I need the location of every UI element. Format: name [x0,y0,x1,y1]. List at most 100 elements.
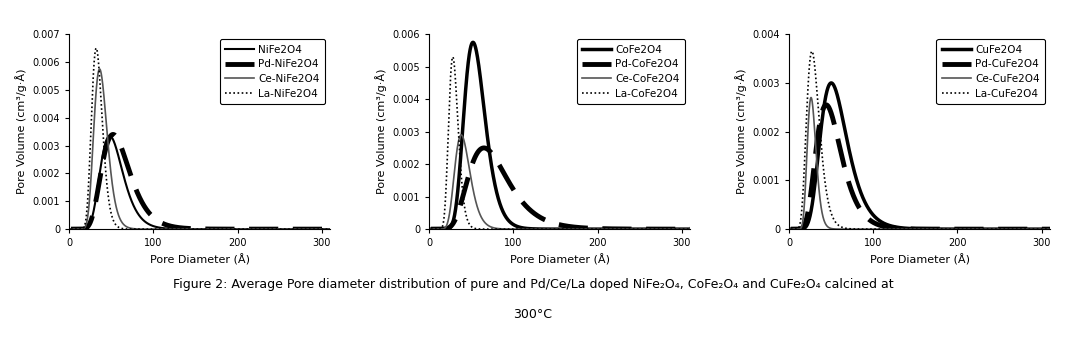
CuFe2O4 [884,224,897,228]
La-CoFe2O4 [679,227,692,231]
La-CoFe2O4 [454,165,467,169]
NiFe2O4 [324,227,337,231]
La-CoFe2O4 [447,55,459,59]
X-axis label: Pore Diameter (Å): Pore Diameter (Å) [149,254,249,265]
Pd-CuFe2O4 [1044,227,1056,231]
Text: Figure 2: Average Pore diameter distribution of pure and Pd/Ce/La doped NiFe₂O₄,: Figure 2: Average Pore diameter distribu… [173,278,893,291]
CoFe2O4 [467,40,480,44]
Pd-CoFe2O4 [650,227,663,231]
X-axis label: Pore Diameter (Å): Pore Diameter (Å) [510,254,610,265]
Pd-CoFe2O4 [535,216,548,220]
CoFe2O4 [650,227,663,231]
CoFe2O4 [679,227,692,231]
Pd-CuFe2O4 [814,117,827,121]
Ce-CoFe2O4 [454,133,467,137]
La-CuFe2O4 [895,227,908,231]
La-CuFe2O4 [1038,227,1051,231]
Line: Pd-CuFe2O4: Pd-CuFe2O4 [791,105,1050,229]
La-CoFe2O4 [469,227,482,231]
CuFe2O4 [825,81,838,85]
Pd-CuFe2O4 [1038,227,1051,231]
Ce-NiFe2O4 [94,69,107,73]
CuFe2O4 [829,89,842,93]
La-CuFe2O4 [1011,227,1023,231]
CoFe2O4 [454,157,467,161]
Text: 300°C: 300°C [514,308,552,321]
Y-axis label: Pore Volume (cm³/g·Å): Pore Volume (cm³/g·Å) [375,69,387,194]
La-NiFe2O4 [90,46,102,50]
CoFe2O4 [683,227,696,231]
Line: Pd-CoFe2O4: Pd-CoFe2O4 [431,148,690,229]
La-NiFe2O4 [110,223,123,227]
Pd-CoFe2O4 [454,203,467,207]
Pd-NiFe2O4 [110,134,123,139]
Line: Ce-CoFe2O4: Ce-CoFe2O4 [431,135,690,229]
La-CuFe2O4 [814,135,827,139]
Line: CuFe2O4: CuFe2O4 [791,83,1050,229]
Pd-NiFe2O4 [319,227,332,231]
NiFe2O4 [291,227,304,231]
La-NiFe2O4 [324,227,337,231]
Pd-CoFe2O4 [424,227,437,231]
Line: CoFe2O4: CoFe2O4 [431,42,690,229]
Pd-CuFe2O4 [884,225,897,229]
Ce-NiFe2O4 [164,227,177,231]
Ce-CuFe2O4 [805,95,818,100]
Pd-NiFe2O4 [107,132,119,136]
Line: La-CoFe2O4: La-CoFe2O4 [431,57,690,229]
Legend: CoFe2O4, Pd-CoFe2O4, Ce-CoFe2O4, La-CoFe2O4: CoFe2O4, Pd-CoFe2O4, Ce-CoFe2O4, La-CoFe… [577,39,684,104]
Line: Ce-NiFe2O4: Ce-NiFe2O4 [71,69,330,229]
CoFe2O4 [535,227,548,231]
NiFe2O4 [175,227,188,231]
CuFe2O4 [1038,227,1051,231]
Pd-CuFe2O4 [820,103,833,107]
X-axis label: Pore Diameter (Å): Pore Diameter (Å) [870,254,970,265]
Pd-CoFe2O4 [683,227,696,231]
La-CuFe2O4 [884,227,897,231]
Ce-CuFe2O4 [884,227,897,231]
NiFe2O4 [65,227,78,231]
Ce-CuFe2O4 [895,227,908,231]
CuFe2O4 [785,227,797,231]
Ce-CoFe2O4 [524,227,537,231]
Pd-NiFe2O4 [94,173,107,177]
Ce-CoFe2O4 [469,200,482,204]
La-NiFe2O4 [319,227,332,231]
CuFe2O4 [1011,227,1023,231]
Ce-CoFe2O4 [683,227,696,231]
Ce-CuFe2O4 [1011,227,1023,231]
CuFe2O4 [814,132,827,136]
Ce-NiFe2O4 [175,227,188,231]
NiFe2O4 [110,146,123,150]
Legend: CuFe2O4, Pd-CuFe2O4, Ce-CuFe2O4, La-CuFe2O4: CuFe2O4, Pd-CuFe2O4, Ce-CuFe2O4, La-CuFe… [936,39,1045,104]
CuFe2O4 [1044,227,1056,231]
Line: La-CuFe2O4: La-CuFe2O4 [791,51,1050,229]
Pd-CuFe2O4 [785,227,797,231]
Pd-CoFe2O4 [478,146,490,150]
Ce-NiFe2O4 [93,67,106,71]
Pd-NiFe2O4 [324,227,337,231]
Pd-CuFe2O4 [829,129,842,133]
La-NiFe2O4 [65,227,78,231]
Ce-CoFe2O4 [535,227,548,231]
La-NiFe2O4 [164,227,177,231]
Ce-CuFe2O4 [829,227,842,231]
Y-axis label: Pore Volume (cm³/g·Å): Pore Volume (cm³/g·Å) [736,69,747,194]
La-CuFe2O4 [806,49,819,53]
Ce-CuFe2O4 [814,201,827,205]
CoFe2O4 [469,47,482,51]
NiFe2O4 [319,227,332,231]
NiFe2O4 [103,134,116,138]
CoFe2O4 [424,227,437,231]
La-CuFe2O4 [829,221,842,225]
Pd-NiFe2O4 [175,226,188,230]
Pd-NiFe2O4 [164,224,177,228]
Pd-CoFe2O4 [679,227,692,231]
Line: Pd-NiFe2O4: Pd-NiFe2O4 [71,134,330,229]
Pd-CoFe2O4 [469,154,482,158]
La-NiFe2O4 [291,227,304,231]
La-CoFe2O4 [535,227,548,231]
La-CoFe2O4 [650,227,663,231]
Y-axis label: Pore Volume (cm³/g·Å): Pore Volume (cm³/g·Å) [15,69,27,194]
Ce-NiFe2O4 [291,227,304,231]
